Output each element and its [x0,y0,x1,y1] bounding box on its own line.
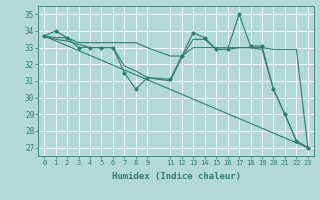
X-axis label: Humidex (Indice chaleur): Humidex (Indice chaleur) [111,172,241,181]
